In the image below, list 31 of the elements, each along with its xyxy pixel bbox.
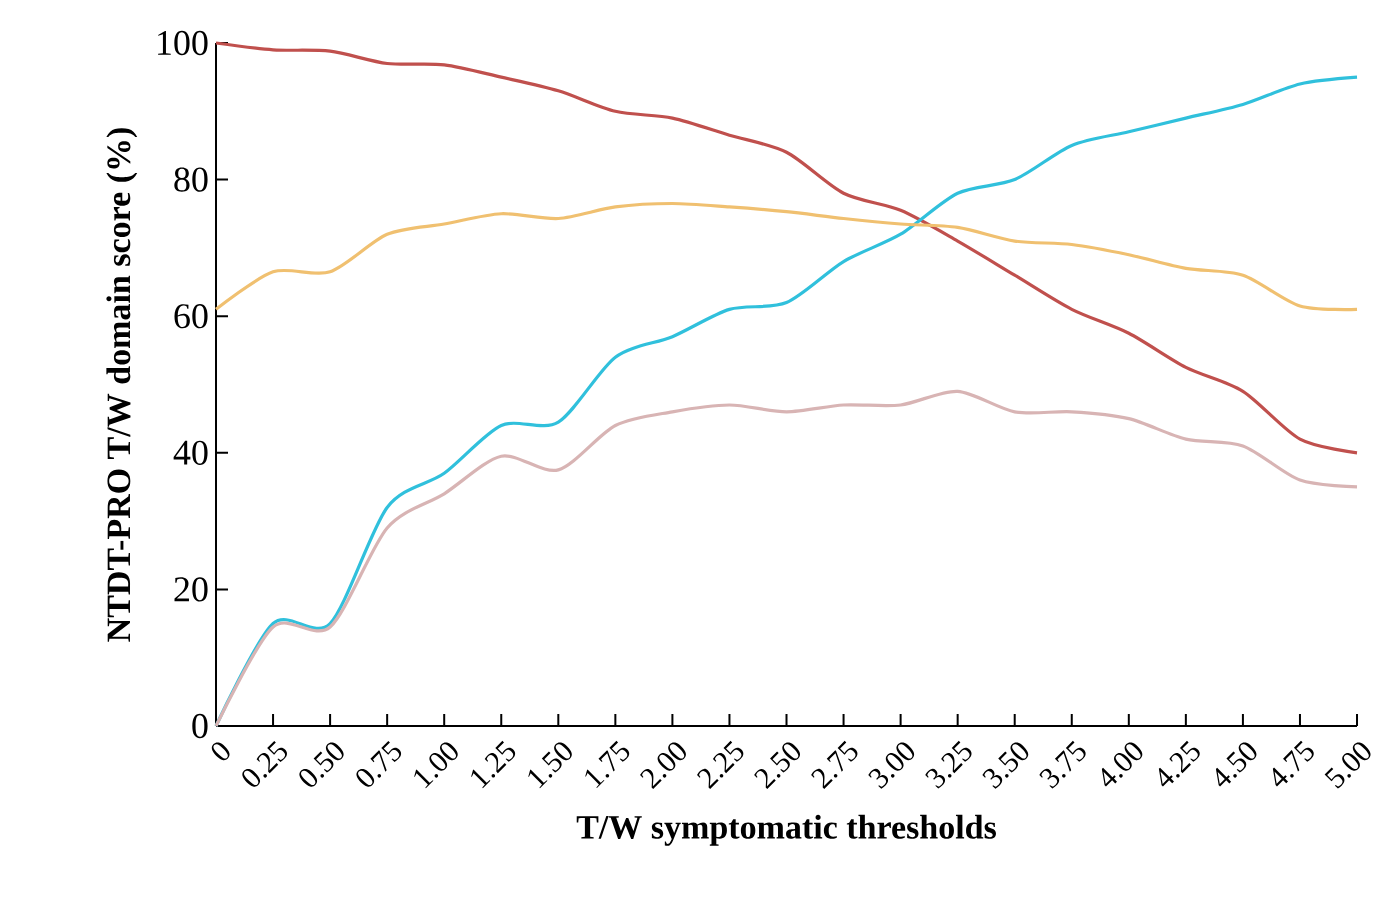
x-tick-label: 2.25 <box>697 740 744 790</box>
x-tick-label: 0.25 <box>242 740 287 787</box>
y-tick-label: 0 <box>192 713 208 739</box>
y-tick-label: 100 <box>158 30 208 56</box>
y-tick-label: 80 <box>174 167 208 192</box>
x-tick-label: 0.75 <box>356 740 402 787</box>
x-tick-label: 4.25 <box>1158 740 1200 787</box>
x-tick-label: 4.75 <box>1272 740 1314 787</box>
x-tick-label: 2.75 <box>811 740 858 790</box>
y-tick-label: 60 <box>174 304 208 329</box>
y-tick-label: 20 <box>174 577 208 602</box>
x-tick-label: 0.50 <box>299 742 344 787</box>
x-tick-label: 3.00 <box>868 742 915 789</box>
x-tick-label: 1.50 <box>528 742 572 789</box>
x-tick-label: 2.50 <box>754 742 801 790</box>
x-tick-label: 4.00 <box>1101 742 1143 787</box>
x-tick-label: 1.75 <box>585 740 630 789</box>
x-tick-label: 3.25 <box>925 740 972 789</box>
y-tick-label: 40 <box>173 440 208 465</box>
y-axis-title: NTDT-PRO T/W domain score (%) <box>106 128 138 642</box>
x-tick-label: 3.75 <box>1039 740 1086 789</box>
line-series <box>214 41 1359 455</box>
x-tick-label: 3.50 <box>982 742 1029 789</box>
x-tick-label: 1.00 <box>414 742 458 789</box>
line-series <box>214 201 1359 312</box>
x-tick-label: 2.00 <box>640 742 686 790</box>
x-tick-label: 4.50 <box>1215 742 1257 787</box>
x-axis-title: T/W symptomatic thresholds <box>576 814 996 846</box>
x-tick-label: 5.00 <box>1324 742 1371 789</box>
x-tick-label: 1.25 <box>471 740 516 789</box>
x-tick-label: 0 <box>211 742 230 761</box>
